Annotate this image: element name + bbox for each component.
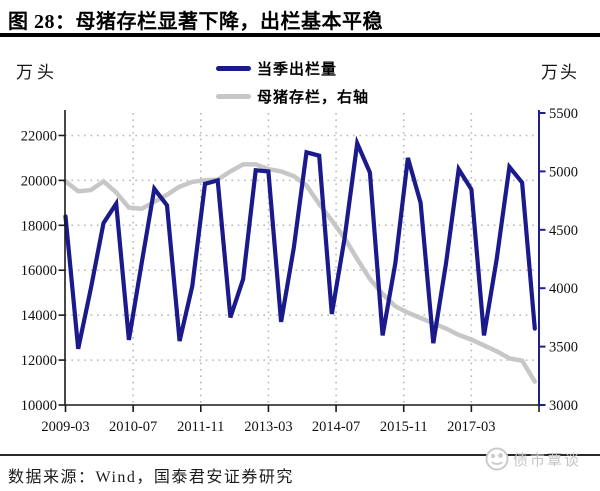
y-axis-right-tick-label: 4000: [549, 281, 578, 297]
y-axis-right-tick-label: 5000: [549, 164, 578, 180]
series-line-sow-inventory: [63, 162, 538, 384]
legend-item-slaughter: 当季出栏量: [216, 59, 369, 78]
y-axis-left-tick-label: 22000: [21, 128, 57, 144]
y-axis-right-tick-label: 5500: [549, 106, 578, 122]
chart-legend: 当季出栏量 母猪存栏，右轴: [216, 59, 369, 106]
x-axis-tick-label: 2009-03: [41, 419, 89, 435]
y-axis-right-tick-label: 3000: [549, 398, 578, 414]
figure-title: 图 28：母猪存栏显著下降，出栏基本平稳: [8, 11, 383, 33]
line-chart: 10000 12000 14000 16000 18000 20000 22000 3000 3…: [21, 106, 578, 435]
y-axis-right-tick-label: 3500: [549, 340, 578, 356]
y-axis-right-tick-label: 4500: [549, 223, 578, 239]
y-axis-left-tick-label: 14000: [21, 308, 57, 324]
legend-item-sow-inventory: 母猪存栏，右轴: [216, 87, 369, 106]
legend-label-slaughter: 当季出栏量: [257, 62, 338, 78]
x-axis-tick-label: 2014-07: [312, 419, 360, 435]
legend-label-sow-inventory: 母猪存栏，右轴: [257, 90, 370, 106]
title-divider: [0, 33, 600, 37]
footer-divider: [0, 454, 600, 456]
watermark: 债市覃谈: [484, 446, 581, 472]
y-axis-left-tick-label: 20000: [21, 173, 57, 189]
series-line-slaughter: [63, 135, 537, 350]
data-source: 数据来源：Wind，国泰君安证券研究: [8, 469, 294, 486]
legend-line-swatch-gray: [216, 94, 251, 99]
left-axis-unit-label: 万头: [16, 63, 58, 82]
brand-logo-icon: [485, 447, 509, 471]
watermark-text: 债市覃谈: [513, 452, 582, 469]
x-axis-tick-label: 2015-11: [380, 419, 428, 435]
legend-line-swatch-navy: [216, 66, 251, 71]
x-axis-tick-label: 2011-11: [177, 419, 224, 435]
right-axis-unit-label: 万头: [541, 63, 579, 82]
x-axis-tick-label: 2010-07: [109, 419, 157, 435]
y-axis-left-tick-label: 18000: [21, 218, 57, 234]
x-axis-tick-label: 2017-03: [447, 419, 495, 435]
y-axis-left-tick-label: 16000: [21, 263, 57, 279]
x-axis-tick-label: 2013-03: [244, 419, 292, 435]
y-axis-left-tick-label: 12000: [21, 353, 57, 369]
y-axis-left-tick-label: 10000: [21, 398, 57, 414]
